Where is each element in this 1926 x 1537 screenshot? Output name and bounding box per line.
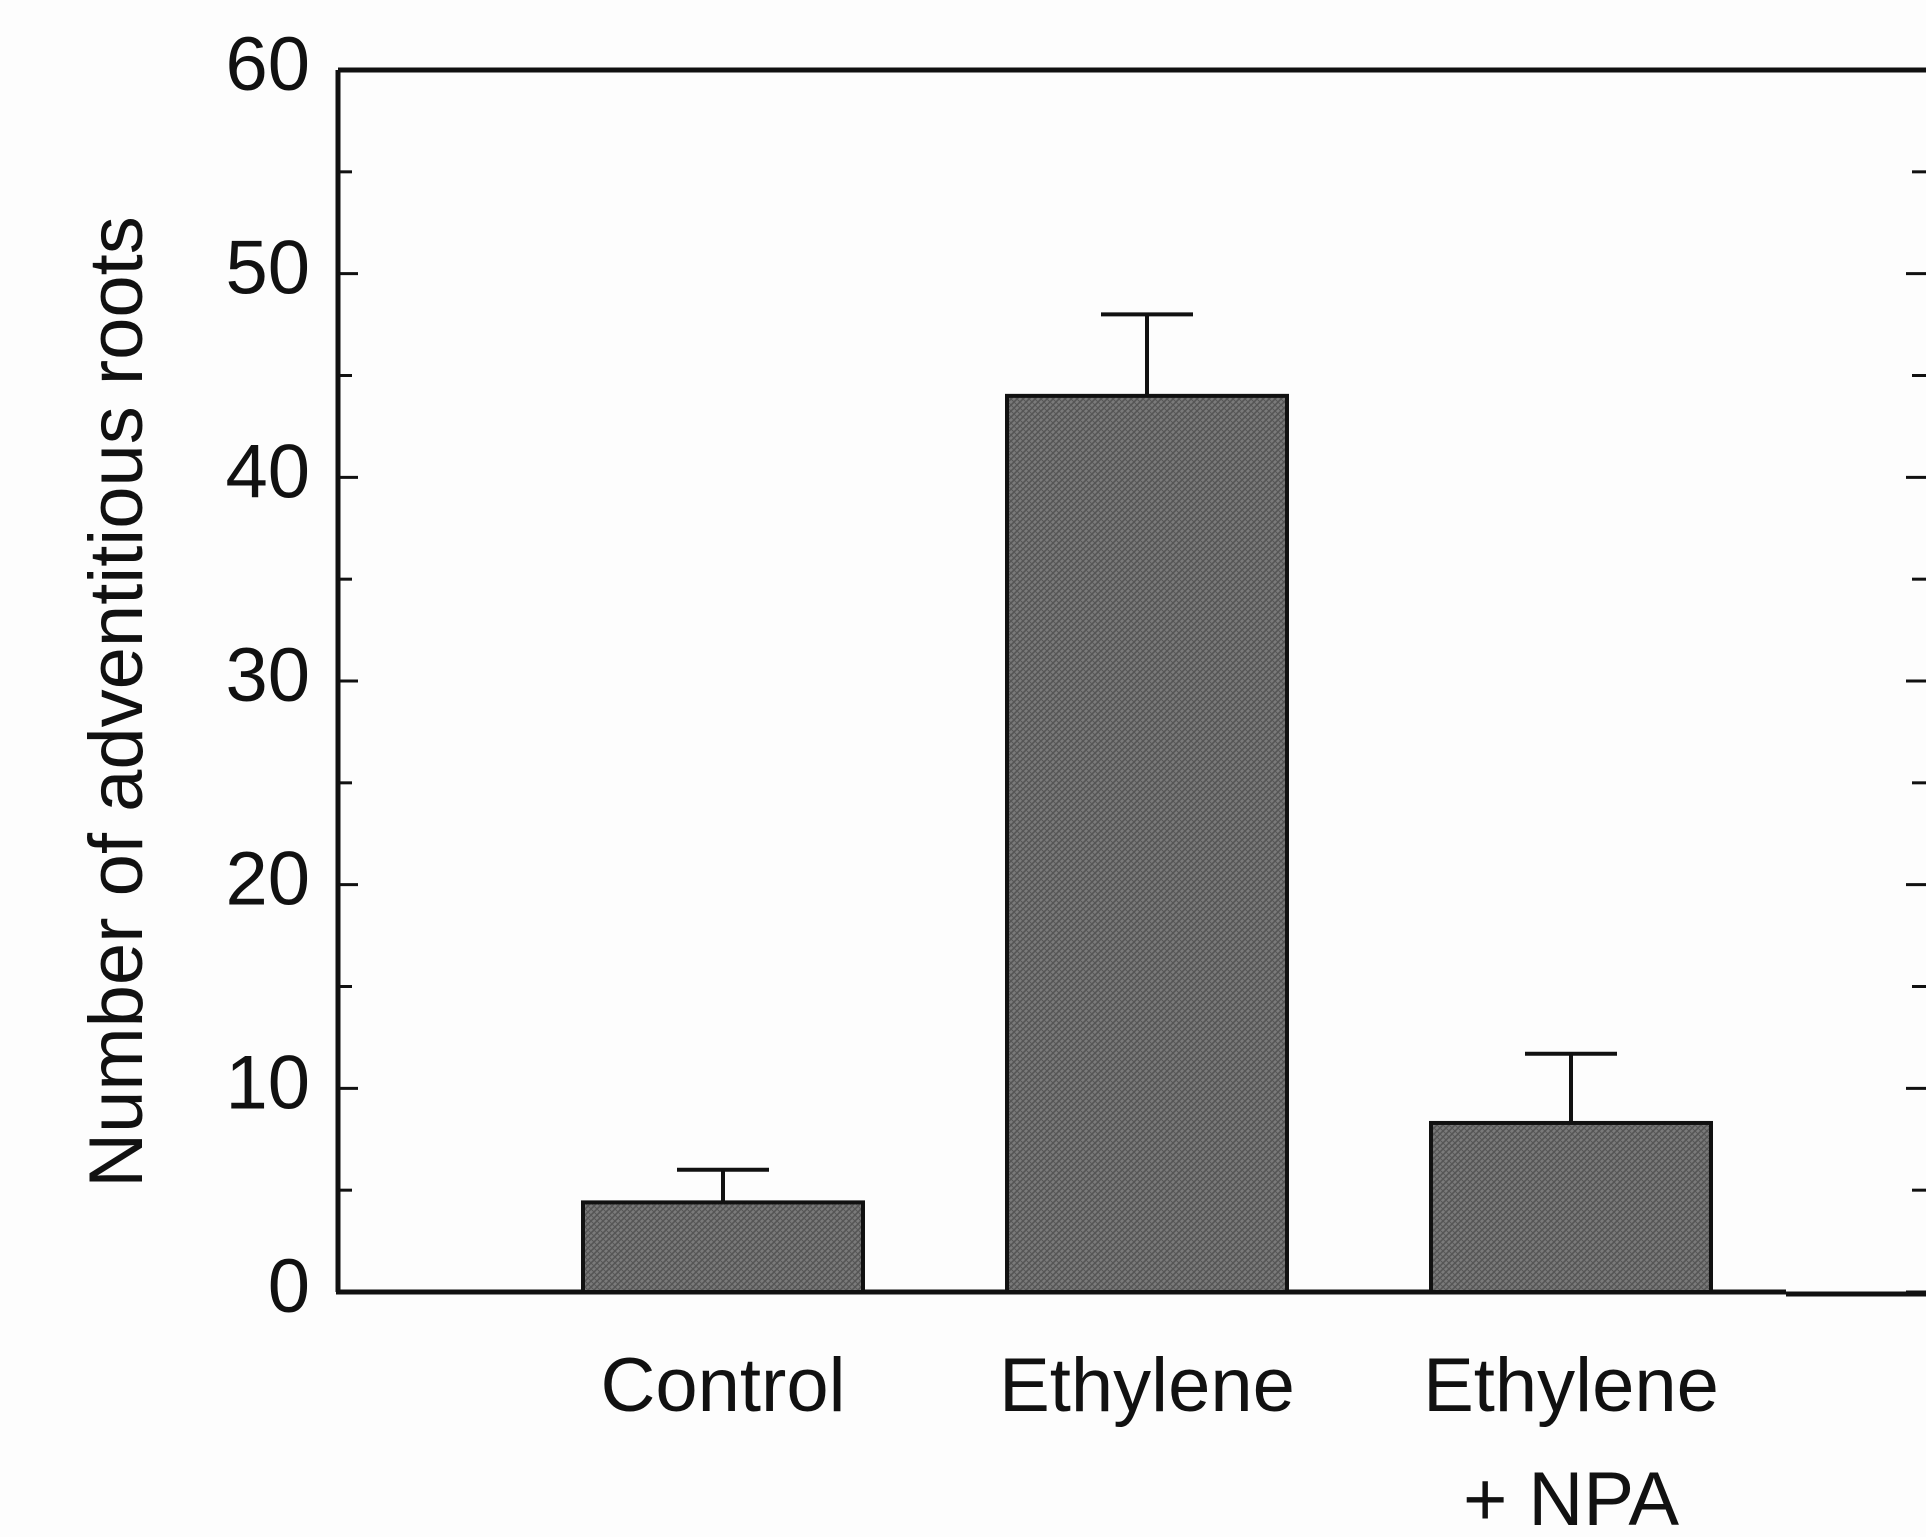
x-tick-label: Ethylene: [999, 1343, 1295, 1428]
y-tick-label: 10: [225, 1040, 310, 1125]
bar: [1429, 1120, 1713, 1294]
x-tick-label: Control: [601, 1343, 846, 1428]
x-tick-label: Ethylene + NPA: [1423, 1343, 1719, 1537]
bar: [581, 1200, 865, 1295]
y-tick-label: 60: [225, 22, 310, 107]
bar: [1005, 393, 1289, 1295]
y-tick-label: 40: [225, 429, 310, 514]
y-tick-label: 20: [225, 837, 310, 922]
y-tick-label: 50: [225, 226, 310, 311]
y-tick-label: 0: [268, 1244, 310, 1329]
y-tick-label: 30: [225, 633, 310, 718]
y-axis-title: Number of adventitious roots: [74, 216, 159, 1188]
